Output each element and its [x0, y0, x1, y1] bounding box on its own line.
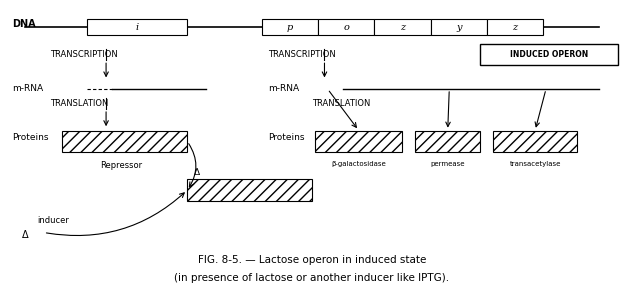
Text: i: i	[135, 23, 139, 32]
Text: β-galactosidase: β-galactosidase	[331, 161, 386, 167]
Text: DNA: DNA	[12, 20, 36, 29]
Bar	[415, 131, 480, 152]
Bar	[87, 19, 187, 35]
Bar	[318, 19, 374, 35]
Bar	[187, 179, 312, 201]
Text: Δ: Δ	[193, 168, 200, 177]
Text: TRANSLATION: TRANSLATION	[312, 99, 371, 108]
Text: z: z	[400, 23, 405, 32]
Text: o: o	[343, 23, 349, 32]
Text: Repressor: Repressor	[100, 161, 143, 170]
Bar	[262, 19, 318, 35]
Bar	[374, 19, 431, 35]
Bar	[431, 19, 487, 35]
Text: Proteins: Proteins	[268, 133, 305, 142]
Bar	[480, 44, 618, 65]
Text: TRANSLATION: TRANSLATION	[50, 99, 109, 108]
Text: TRANSCRIPTION: TRANSCRIPTION	[268, 50, 336, 59]
Bar	[62, 131, 187, 152]
Text: permease: permease	[431, 161, 465, 167]
Bar	[487, 19, 543, 35]
Text: m-RNA: m-RNA	[268, 84, 300, 94]
Text: Proteins: Proteins	[12, 133, 49, 142]
Text: FIG. 8-5. — Lactose operon in induced state: FIG. 8-5. — Lactose operon in induced st…	[198, 255, 426, 265]
Bar	[493, 131, 577, 152]
Text: TRANSCRIPTION: TRANSCRIPTION	[50, 50, 118, 59]
Text: Δ: Δ	[22, 230, 28, 240]
Text: y: y	[456, 23, 461, 32]
Text: z: z	[512, 23, 517, 32]
Text: INDUCED OPERON: INDUCED OPERON	[510, 50, 588, 59]
Text: m-RNA: m-RNA	[12, 84, 44, 94]
Text: (in presence of lactose or another inducer like IPTG).: (in presence of lactose or another induc…	[175, 274, 449, 283]
Bar	[315, 131, 402, 152]
Text: transacetylase: transacetylase	[509, 161, 561, 167]
Text: inducer: inducer	[37, 216, 69, 226]
Text: p: p	[287, 23, 293, 32]
